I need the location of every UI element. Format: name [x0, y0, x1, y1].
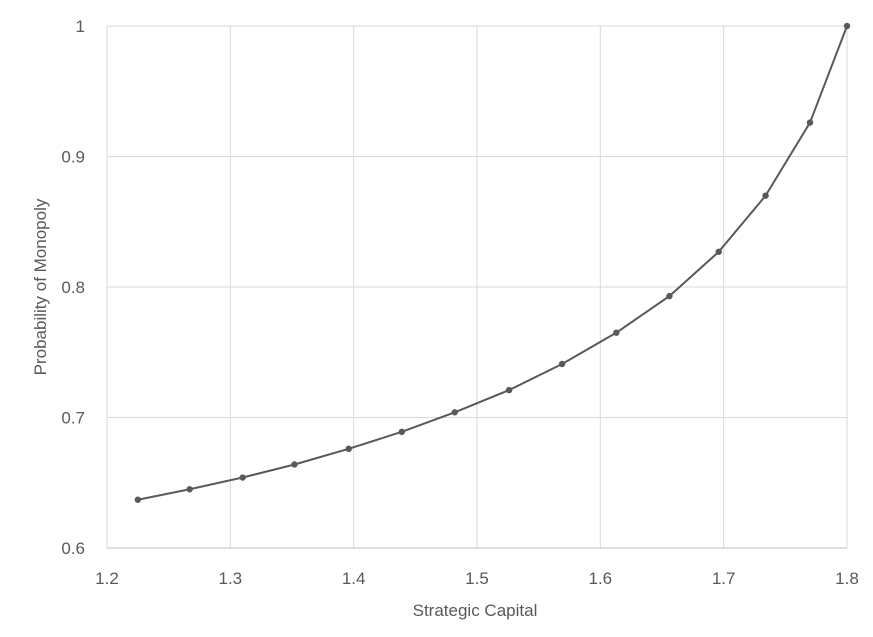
data-point: [806, 119, 814, 126]
y-tick-label: 0.8: [61, 278, 85, 297]
x-tick-label: 1.7: [712, 569, 736, 588]
data-point: [843, 22, 851, 30]
y-axis-title: Probability of Monopoly: [31, 198, 50, 375]
data-point: [505, 386, 513, 394]
axes: [106, 26, 847, 549]
y-tick-label: 0.7: [61, 409, 85, 428]
data-point: [715, 248, 722, 255]
x-axis-title: Strategic Capital: [413, 601, 538, 620]
data-point: [451, 409, 458, 416]
y-tick-label: 0.6: [61, 539, 85, 558]
data-point: [398, 428, 405, 436]
data-point: [558, 360, 566, 368]
data-point: [134, 496, 142, 503]
data-point: [186, 486, 193, 493]
data-point: [239, 474, 246, 481]
x-tick-label: 1.8: [835, 569, 859, 588]
data-point: [613, 329, 620, 336]
x-tick-label: 1.5: [465, 569, 489, 588]
x-tick-label: 1.2: [95, 569, 119, 588]
y-tick-label: 1: [76, 17, 85, 36]
x-tick-label: 1.4: [342, 569, 366, 588]
x-tick-label: 1.6: [589, 569, 613, 588]
data-point: [762, 192, 769, 199]
tick-labels: 1.2 1.3 1.4 1.5 1.6 1.7 1.8 0.6 0.7 0.8 0.9 1: [61, 17, 858, 588]
series: [134, 22, 851, 503]
data-point: [291, 461, 298, 468]
data-point: [666, 292, 673, 300]
data-point: [345, 445, 352, 453]
gridlines: [106, 25, 848, 548]
x-tick-label: 1.3: [219, 569, 243, 588]
y-tick-label: 0.9: [61, 148, 85, 167]
